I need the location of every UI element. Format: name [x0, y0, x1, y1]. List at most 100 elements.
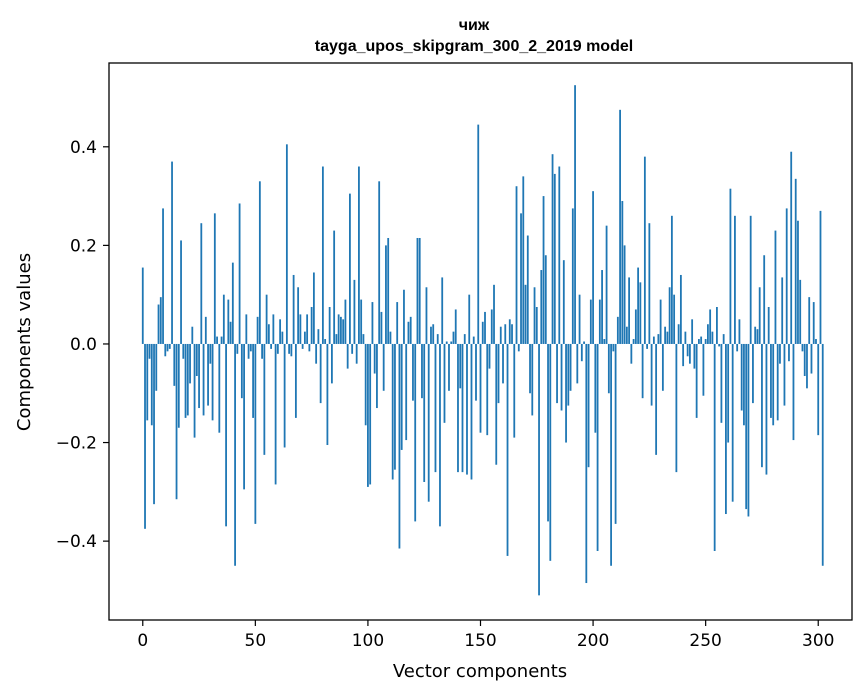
bar-72: [303, 331, 306, 344]
bar-208: [610, 343, 612, 566]
bar-30: [209, 343, 212, 364]
bar-68: [294, 343, 297, 418]
bar-245: [693, 343, 696, 369]
bar-109: [387, 237, 390, 344]
bar-195: [580, 343, 583, 362]
bar-234: [668, 287, 671, 344]
bar-105: [378, 181, 381, 344]
bar-167: [517, 343, 520, 352]
bar-86: [335, 334, 338, 344]
bar-228: [655, 343, 658, 455]
bar-281: [774, 230, 777, 344]
bar-64: [285, 144, 288, 344]
axes-group: 0 50 100 150 200 250 300 −0.4 −0.2 0.0 0.2 0.4: [56, 138, 835, 651]
bar-207: [607, 343, 610, 394]
bar-20: [186, 343, 189, 416]
bar-203: [598, 299, 601, 344]
bar-298: [812, 302, 815, 344]
bar-60: [276, 343, 279, 354]
bar-8: [159, 297, 162, 344]
bar-140: [457, 343, 459, 473]
bar-181: [549, 343, 552, 561]
y-tick-label-3: 0.2: [70, 236, 97, 256]
bar-293: [801, 343, 804, 352]
bar-191: [571, 208, 574, 344]
bar-75: [310, 307, 313, 344]
bar-111: [391, 343, 394, 480]
bar-275: [761, 343, 763, 468]
bar-226: [650, 343, 653, 406]
bars-group: [141, 85, 824, 596]
bar-206: [605, 225, 608, 344]
bar-26: [200, 223, 203, 344]
bar-59: [274, 343, 277, 485]
bar-165: [513, 343, 516, 438]
bar-79: [319, 343, 322, 404]
bar-174: [533, 287, 536, 344]
bar-296: [808, 297, 811, 344]
y-tick-label-1: −0.2: [56, 434, 97, 454]
x-tick-label-100: 100: [352, 631, 384, 651]
bar-225: [648, 223, 651, 344]
bar-128: [430, 326, 432, 344]
bar-199: [589, 299, 592, 344]
bar-175: [535, 307, 538, 344]
bar-220: [637, 267, 640, 344]
bar-2: [146, 343, 149, 421]
bar-180: [547, 343, 549, 522]
bar-155: [490, 309, 493, 344]
x-tick-label-50: 50: [245, 631, 267, 651]
bar-184: [556, 343, 558, 404]
bar-144: [466, 343, 468, 475]
bar-241: [684, 331, 687, 344]
bar-300: [817, 343, 820, 436]
bar-73: [306, 314, 309, 344]
bar-57: [270, 343, 273, 349]
bar-284: [781, 277, 784, 344]
bar-88: [340, 316, 342, 344]
bar-13: [171, 161, 173, 344]
bar-266: [740, 343, 743, 411]
bar-125: [423, 343, 426, 482]
bar-47: [247, 343, 250, 359]
bar-263: [734, 215, 736, 344]
bar-290: [794, 178, 797, 344]
bar-22: [191, 326, 194, 344]
bar-202: [596, 343, 599, 551]
bar-169: [522, 176, 525, 344]
bar-65: [288, 343, 291, 354]
bar-231: [661, 343, 664, 391]
bar-229: [657, 334, 660, 344]
bar-71: [301, 343, 304, 349]
bar-173: [531, 343, 534, 416]
bar-31: [211, 343, 214, 421]
bar-117: [405, 343, 408, 441]
bar-271: [752, 343, 754, 404]
bar-196: [583, 341, 585, 344]
bar-108: [385, 245, 387, 344]
bar-246: [695, 343, 698, 418]
bar-21: [189, 343, 191, 384]
bar-100: [367, 343, 369, 487]
bar-83: [328, 307, 331, 344]
bar-205: [603, 339, 606, 344]
bar-244: [691, 319, 694, 344]
bar-257: [720, 343, 723, 423]
bar-151: [481, 321, 484, 344]
bar-138: [452, 331, 455, 344]
bar-194: [578, 294, 581, 344]
bar-9: [162, 208, 164, 344]
bar-279: [770, 343, 772, 418]
bar-139: [454, 309, 457, 344]
bar-43: [238, 203, 241, 344]
x-tick-label-250: 250: [689, 631, 721, 651]
bar-17: [180, 240, 182, 344]
bar-70: [299, 314, 302, 344]
bar-89: [342, 319, 345, 344]
bar-223: [643, 156, 646, 344]
bar-39: [229, 321, 232, 344]
bar-10: [164, 343, 167, 357]
bar-158: [497, 343, 500, 404]
bar-189: [567, 343, 570, 406]
bar-187: [562, 260, 565, 344]
